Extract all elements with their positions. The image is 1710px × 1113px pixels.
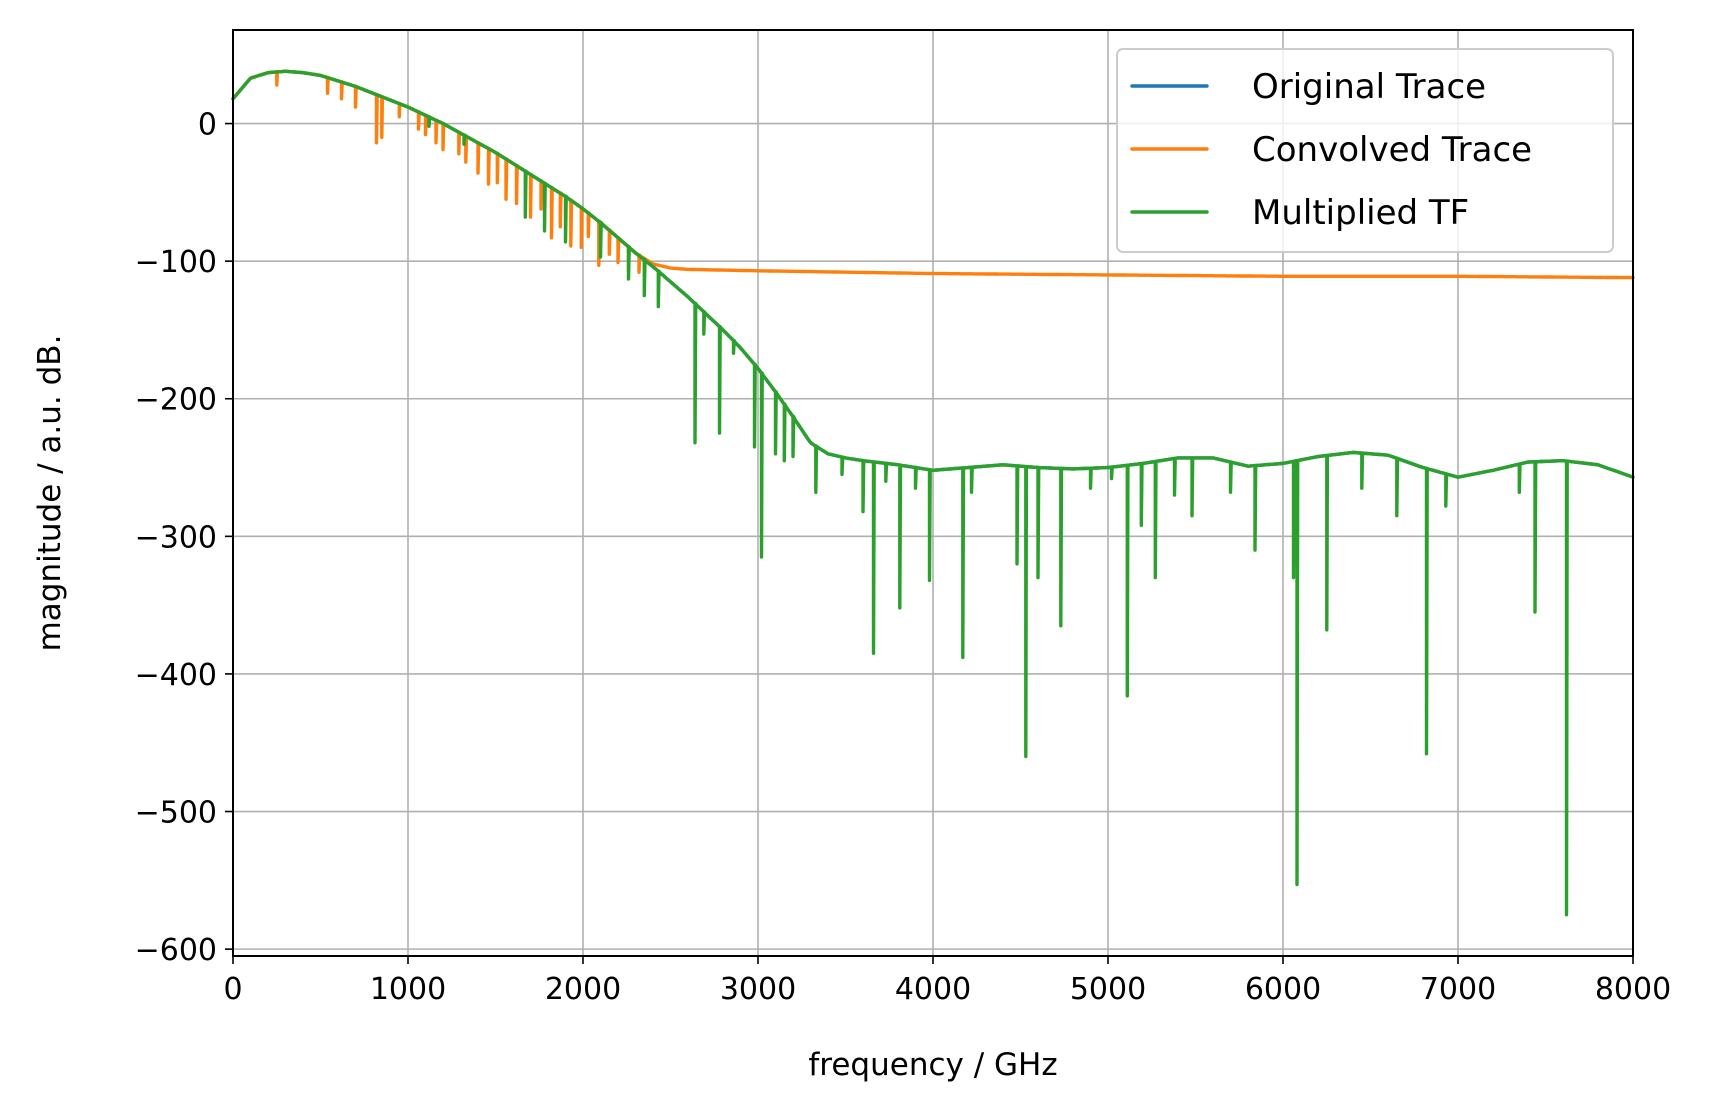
- series-line-multiplied-tf: [231, 69, 1635, 917]
- axis-ticks: 0 1000 2000 3000 4000 5000 6000 7000 8000 0 −100 −2…: [135, 108, 1672, 1007]
- x-tick-label: 4000: [895, 972, 971, 1007]
- y-tick-label: −400: [135, 658, 217, 693]
- legend-box: [1116, 48, 1614, 253]
- y-tick-label: −300: [135, 520, 217, 555]
- x-tick-label: 7000: [1420, 972, 1496, 1007]
- legend-label-convolved-trace: Convolved Trace: [1252, 130, 1532, 170]
- legend-label-multiplied-tf: Multiplied TF: [1252, 193, 1469, 233]
- x-tick-label: 6000: [1245, 972, 1321, 1007]
- grid-lines: [232, 30, 1634, 956]
- series-line-convolved-trace: [231, 69, 1635, 280]
- y-tick-label: −200: [135, 383, 217, 418]
- x-tick-label: 2000: [545, 972, 621, 1007]
- y-tick-label: −500: [135, 796, 217, 831]
- y-axis-label: magnitude / a.u. dB.: [32, 335, 68, 652]
- x-tick-label: 3000: [720, 972, 796, 1007]
- x-tick-label: 5000: [1070, 972, 1146, 1007]
- x-tick-label: 8000: [1595, 972, 1671, 1007]
- legend: Original Trace Convolved Trace Multiplie…: [1116, 48, 1614, 253]
- x-tick-label: 0: [223, 972, 242, 1007]
- y-tick-label: −600: [135, 933, 217, 968]
- x-axis-label: frequency / GHz: [808, 1047, 1057, 1083]
- legend-label-original-trace: Original Trace: [1252, 67, 1486, 107]
- x-tick-label: 1000: [370, 972, 446, 1007]
- y-tick-label: 0: [198, 108, 217, 143]
- y-tick-label: −100: [135, 245, 217, 280]
- plot-series: [231, 69, 1635, 917]
